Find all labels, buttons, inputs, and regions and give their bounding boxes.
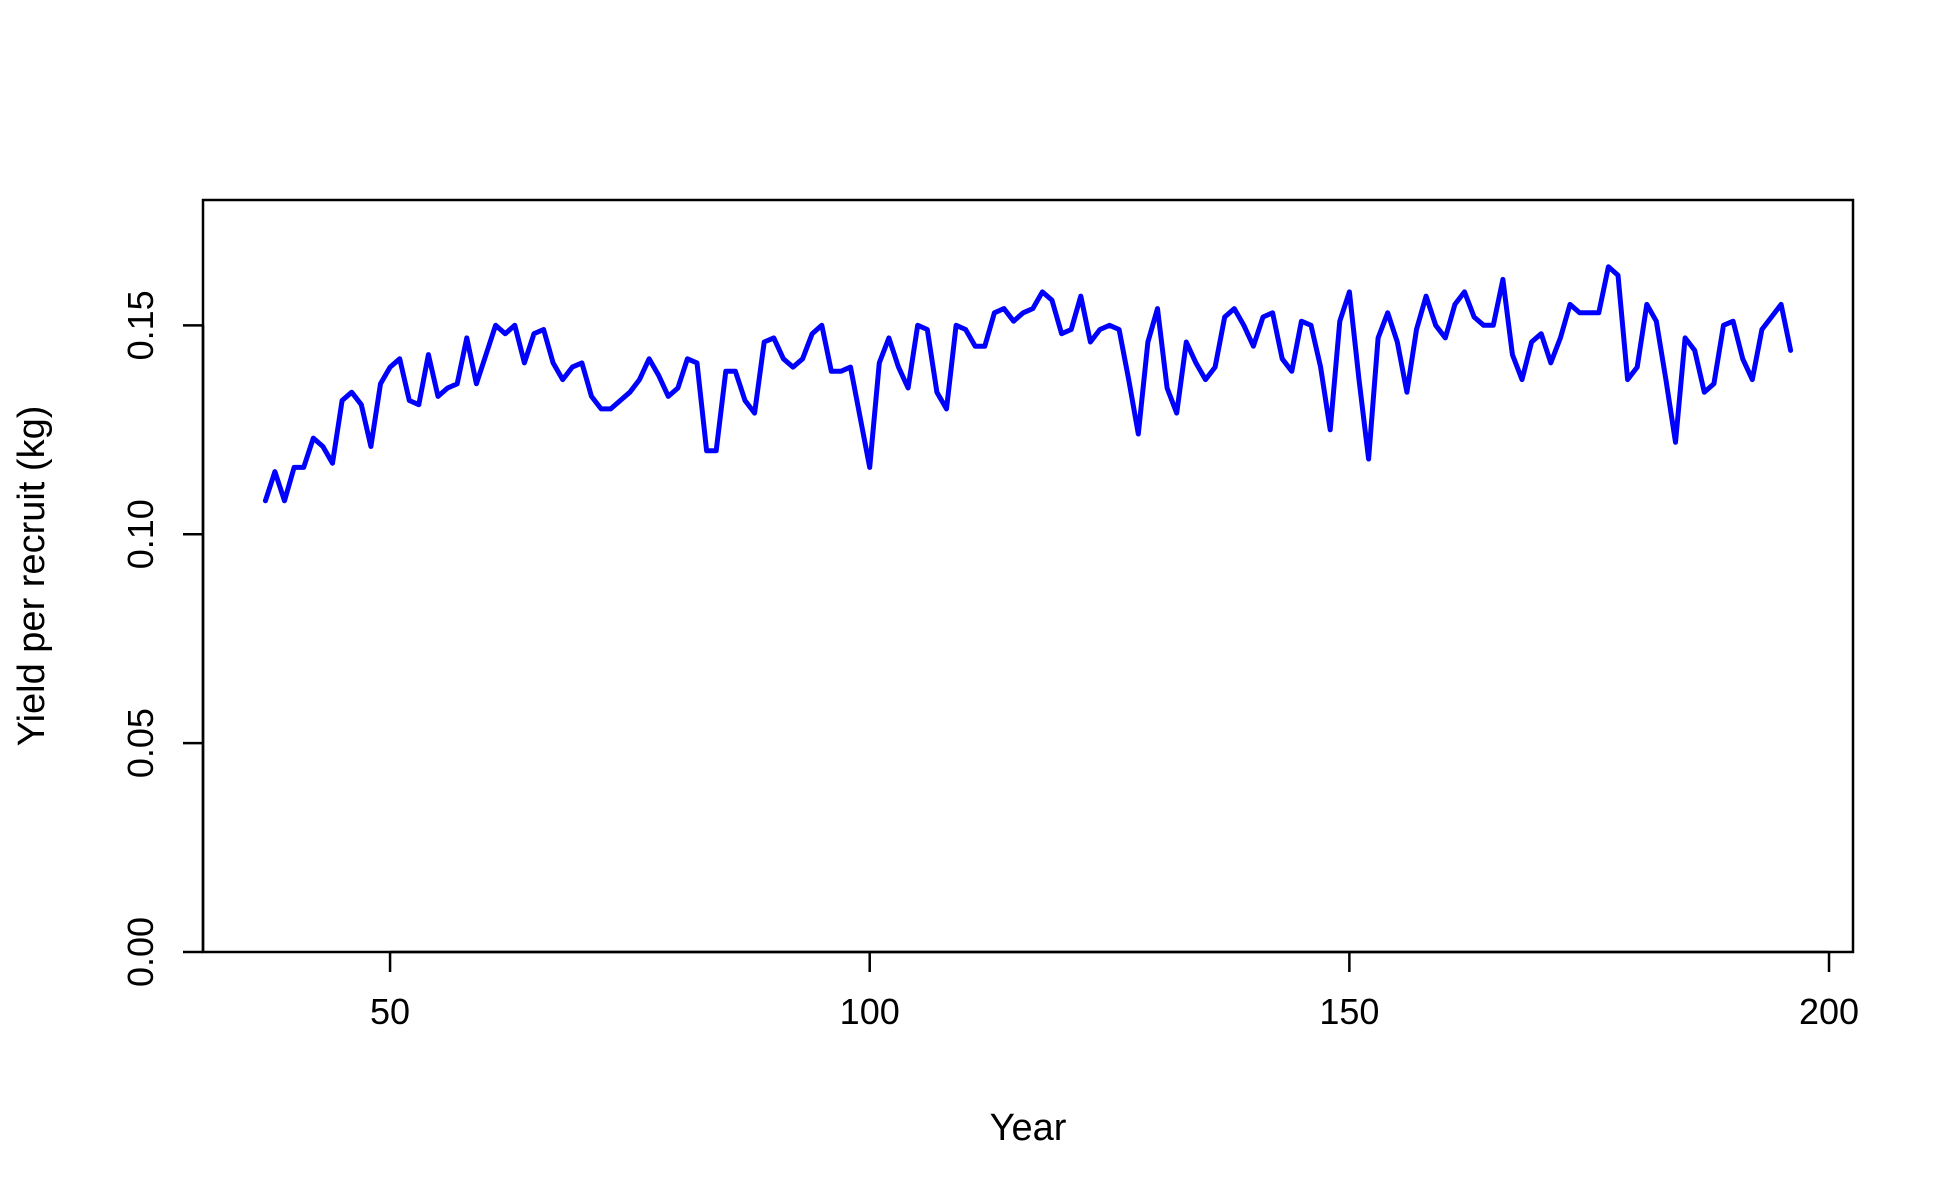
x-tick-label: 50 — [370, 991, 410, 1032]
x-axis: 50 100 150 200 — [370, 950, 1859, 1032]
series-layer — [262, 264, 1794, 504]
x-tick-label: 100 — [840, 991, 900, 1032]
y-tick-label: 0.10 — [120, 499, 161, 569]
y-tick-label: 0.00 — [120, 917, 161, 987]
y-tick-label: 0.15 — [120, 290, 161, 360]
y-axis: 0.00 0.05 0.10 0.15 — [120, 290, 205, 987]
y-tick-label: 0.05 — [120, 708, 161, 778]
x-tick-label: 150 — [1319, 991, 1379, 1032]
y-axis-title: Yield per recruit (kg) — [11, 406, 53, 747]
x-axis-title: Year — [990, 1107, 1067, 1149]
series-line-0 — [262, 264, 1794, 504]
x-tick-label: 200 — [1799, 991, 1859, 1032]
